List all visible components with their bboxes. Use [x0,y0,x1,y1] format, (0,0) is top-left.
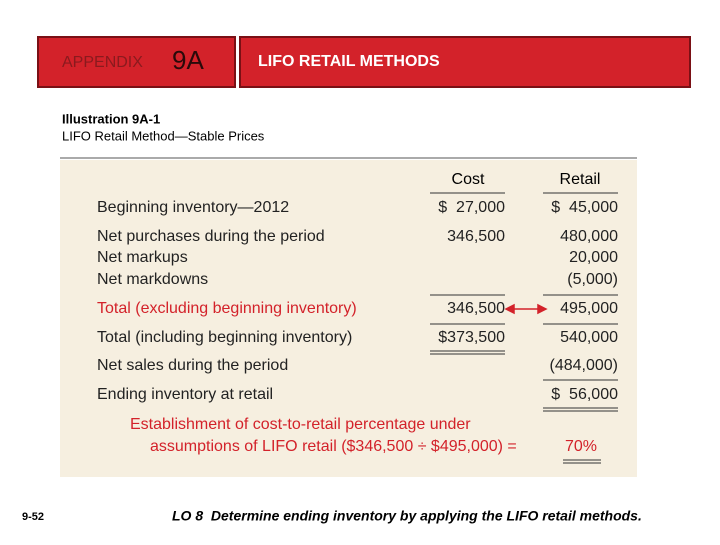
arrow [504,303,548,315]
page-number: 9-52 [22,511,44,523]
column-header: Cost [452,171,485,188]
row-label: Beginning inventory—2012 [97,199,289,216]
arrow-head [537,303,548,315]
appendix-box [37,36,236,88]
title: LIFO RETAIL METHODS [258,53,440,70]
row-label: Total (including beginning inventory) [97,329,352,346]
learning-objective: LO 8 Determine ending inventory by apply… [172,508,642,524]
row-label: Net markups [97,249,188,266]
note-result: 70% [565,438,597,455]
cost-cell: 346,500 [447,228,505,245]
retail-cell: 540,000 [560,329,618,346]
arrow-head [504,303,515,315]
retail-cell: (5,000) [567,271,618,288]
retail-cell: 495,000 [560,300,618,317]
retail-cell: (484,000) [550,357,619,374]
retail-cell: 480,000 [560,228,618,245]
table: Cost Retail Beginning inventory—2012 $ 27,0… [97,171,618,403]
cost-cell: $ 27,000 [438,199,505,216]
retail-cell: $ 56,000 [551,386,618,403]
note-line: assumptions of LIFO retail ($346,500 ÷ $… [150,438,517,455]
appendix-label: APPENDIX [62,54,143,71]
table-panel [60,160,637,477]
row-label: Total (excluding beginning inventory) [97,300,357,317]
row-label: Net markdowns [97,271,208,288]
note-line: Establishment of cost-to-retail percenta… [130,416,471,433]
illustration-label: Illustration 9A-1 [62,111,160,126]
illustration-caption: LIFO Retail Method—Stable Prices [62,128,265,143]
row-label: Net sales during the period [97,357,288,374]
retail-cell: $ 45,000 [551,199,618,216]
appendix-number: 9A [172,45,204,75]
retail-cell: 20,000 [569,249,618,266]
cost-cell: 346,500 [447,300,505,317]
row-label: Ending inventory at retail [97,386,273,403]
cost-cell: $373,500 [438,329,505,346]
title-box [239,36,691,88]
column-header: Retail [560,171,601,188]
table-rules [430,192,618,464]
row-label: Net purchases during the period [97,228,325,245]
